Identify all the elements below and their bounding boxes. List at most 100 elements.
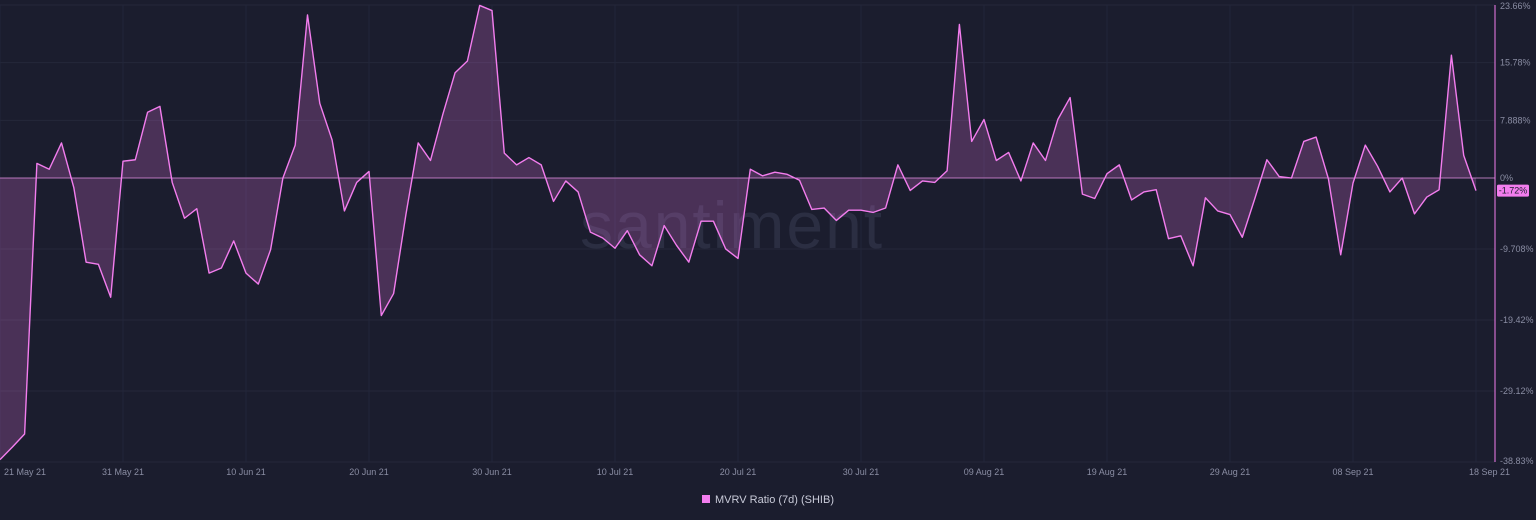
data-point xyxy=(971,140,973,142)
y-tick-label: 15.78% xyxy=(1500,58,1531,68)
data-point xyxy=(663,225,665,227)
data-point xyxy=(184,217,186,219)
data-point xyxy=(454,72,456,74)
data-point xyxy=(1045,159,1047,161)
data-point xyxy=(1377,165,1379,167)
data-point xyxy=(1364,144,1366,146)
current-value-badge: -1.72% xyxy=(1497,184,1529,197)
data-point xyxy=(331,139,333,141)
data-point xyxy=(1143,191,1145,193)
data-point xyxy=(589,231,591,233)
data-point xyxy=(73,187,75,189)
data-point xyxy=(860,209,862,211)
data-point xyxy=(1118,164,1120,166)
data-point xyxy=(1168,238,1170,240)
x-tick-label: 29 Aug 21 xyxy=(1210,467,1251,477)
data-point xyxy=(799,179,801,181)
watermark: santiment xyxy=(580,188,884,262)
data-point xyxy=(1303,140,1305,142)
data-point xyxy=(958,23,960,25)
data-point xyxy=(110,296,112,298)
data-point xyxy=(946,170,948,172)
data-point xyxy=(491,10,493,12)
data-point xyxy=(134,159,136,161)
data-point xyxy=(1278,176,1280,178)
data-point xyxy=(85,261,87,263)
data-point xyxy=(245,272,247,274)
data-point xyxy=(24,433,26,435)
data-point xyxy=(307,14,309,16)
data-point xyxy=(1241,236,1243,238)
y-tick-label: -19.42% xyxy=(1500,315,1534,325)
data-point xyxy=(1389,191,1391,193)
data-point xyxy=(1057,119,1059,121)
data-point xyxy=(61,142,63,144)
data-point xyxy=(688,261,690,263)
data-point xyxy=(700,220,702,222)
data-point xyxy=(1414,213,1416,215)
data-point xyxy=(823,207,825,209)
legend-label: MVRV Ratio (7d) (SHIB) xyxy=(715,494,834,506)
x-tick-label: 21 May 21 xyxy=(4,467,46,477)
current-value-label: -1.72% xyxy=(1499,186,1528,196)
data-point xyxy=(602,237,604,239)
data-point xyxy=(97,263,99,265)
data-point xyxy=(737,257,739,259)
x-tick-label: 19 Aug 21 xyxy=(1087,467,1128,477)
series-area xyxy=(0,5,1476,460)
data-point xyxy=(885,207,887,209)
data-point xyxy=(1266,159,1268,161)
data-point xyxy=(319,102,321,104)
data-point xyxy=(676,244,678,246)
series-line xyxy=(0,4,1477,461)
y-tick-label: 7.888% xyxy=(1500,115,1531,125)
y-tick-label: -29.12% xyxy=(1500,386,1534,396)
data-point xyxy=(774,171,776,173)
data-point xyxy=(811,208,813,210)
legend[interactable]: MVRV Ratio (7d) (SHIB) xyxy=(0,494,1536,506)
data-point xyxy=(1217,210,1219,212)
x-axis-ticks: 21 May 21 31 May 21 10 Jun 21 20 Jun 21 30 J… xyxy=(4,467,1510,477)
data-point xyxy=(503,152,505,154)
data-point xyxy=(922,180,924,182)
data-point xyxy=(897,164,899,166)
grid-lines xyxy=(0,4,1495,463)
y-tick-label: -38.83% xyxy=(1500,456,1534,466)
data-point xyxy=(1438,189,1440,191)
y-tick-label: 23.66% xyxy=(1500,1,1531,11)
data-point xyxy=(208,272,210,274)
data-point xyxy=(1352,182,1354,184)
data-point xyxy=(749,168,751,170)
data-point xyxy=(417,142,419,144)
data-point xyxy=(1315,136,1317,138)
data-point xyxy=(48,168,50,170)
data-point xyxy=(1463,154,1465,156)
data-point xyxy=(343,210,345,212)
data-point xyxy=(995,159,997,161)
legend-swatch xyxy=(702,495,710,503)
data-point xyxy=(1069,97,1071,99)
current-value-badge-bg xyxy=(1497,184,1529,197)
data-point xyxy=(639,254,641,256)
data-point xyxy=(1020,180,1022,182)
data-point xyxy=(909,189,911,191)
data-point xyxy=(1094,198,1096,200)
data-point xyxy=(1254,198,1256,200)
data-point xyxy=(712,220,714,222)
data-point xyxy=(11,446,13,448)
data-point xyxy=(872,211,874,213)
data-point xyxy=(1131,199,1133,201)
x-tick-label: 10 Jun 21 xyxy=(226,467,266,477)
data-point xyxy=(1291,177,1293,179)
x-tick-label: 20 Jul 21 xyxy=(720,467,757,477)
data-point xyxy=(1204,197,1206,199)
data-point xyxy=(1192,265,1194,267)
y-tick-label: 0% xyxy=(1500,173,1513,183)
data-point xyxy=(159,105,161,107)
data-point xyxy=(1340,254,1342,256)
data-point xyxy=(1032,142,1034,144)
data-point xyxy=(1450,54,1452,56)
data-point xyxy=(294,144,296,146)
